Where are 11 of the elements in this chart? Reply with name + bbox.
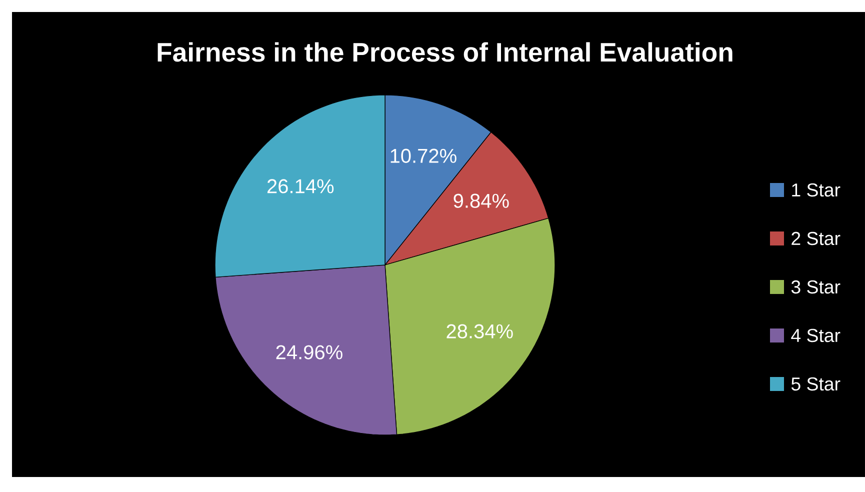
legend-label: 5 Star <box>791 377 840 391</box>
legend-label: 1 Star <box>792 183 840 197</box>
chart-title: Fairness in the Process of Internal Evaluation <box>158 42 732 62</box>
data-label: 9.84% <box>454 194 509 208</box>
legend-label: 4 Star <box>791 328 840 342</box>
legend-label: 2 Star <box>792 232 840 246</box>
data-label: 10.72% <box>390 148 456 163</box>
data-label: 26.14% <box>267 179 334 194</box>
legend-label: 3 Star <box>791 280 840 294</box>
data-label: 28.34% <box>446 324 513 338</box>
data-label: 24.96% <box>276 345 342 360</box>
